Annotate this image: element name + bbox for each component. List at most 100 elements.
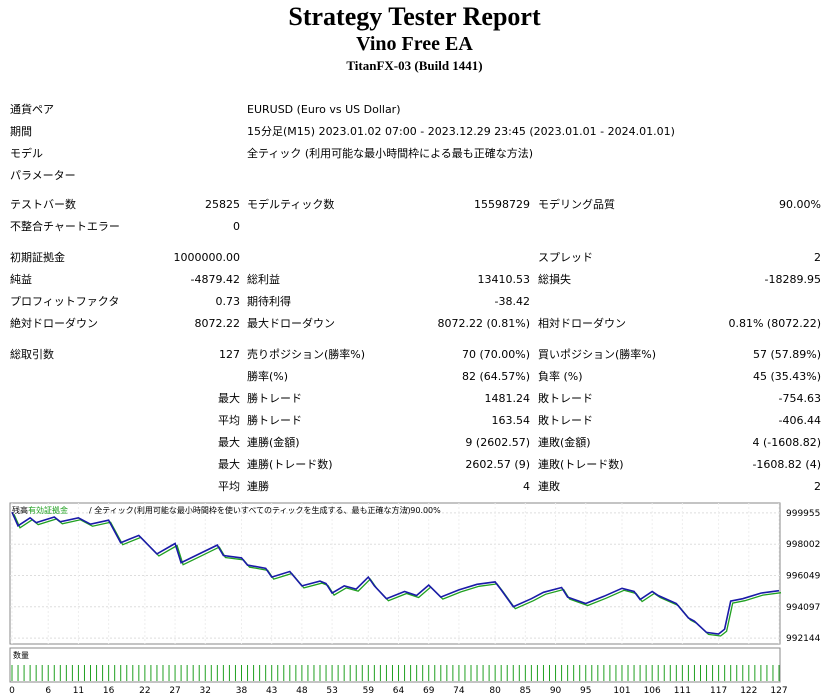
x-tick-label: 95	[580, 686, 591, 696]
ea-name: Vino Free EA	[356, 33, 473, 55]
report-title: Strategy Tester Report	[288, 2, 541, 31]
consec-loss-count-value: -1608.82 (4)	[752, 458, 821, 471]
legend-balance: 残高	[12, 505, 28, 515]
long-value: 57 (57.89%)	[752, 348, 821, 361]
grossloss-value: -18289.95	[764, 273, 821, 286]
absdd-value: 8072.22	[194, 317, 241, 330]
grossloss-label: 総損失	[538, 273, 571, 286]
period-value: 15分足(M15) 2023.01.02 07:00 - 2023.12.29 …	[247, 125, 675, 138]
consec-loss-count-label: 連敗(トレード数)	[538, 458, 624, 471]
x-tick-label: 64	[393, 686, 405, 696]
x-tick-label: 59	[363, 686, 375, 696]
chart-lines	[11, 511, 782, 637]
avg-label-2: 平均	[218, 480, 240, 493]
x-tick-label: 90	[550, 686, 562, 696]
x-ticks: 0 6 11 16 22 27 32 38 43 48 53 59 64 69 74 80 85 90 95 101 1…	[9, 686, 787, 696]
symbol-value: EURUSD (Euro vs US Dollar)	[247, 103, 401, 116]
quality-value: 90.00%	[779, 198, 821, 211]
y-ticks: 999955 998002 996049 994097 992144	[786, 509, 821, 644]
avg-loss-value: -406.44	[778, 414, 821, 427]
model-value: 全ティック (利用可能な最小時間枠による最も正確な方法)	[247, 147, 534, 160]
params-label: パラメーター	[10, 169, 76, 182]
deposit-value: 1000000.00	[173, 251, 240, 264]
avg-loss-label: 敗トレード	[538, 414, 593, 427]
x-tick-label: 117	[710, 686, 727, 696]
main-chart-frame	[9, 502, 781, 645]
consec-wins-money-value: 9 (2602.57)	[465, 436, 530, 449]
grossprofit-label: 総利益	[247, 273, 280, 286]
y-tick-label: 992144	[786, 634, 821, 644]
x-tick-label: 53	[326, 686, 337, 696]
avg-consec-wins-value: 4	[523, 480, 530, 493]
x-tick-label: 6	[45, 686, 51, 696]
expected-value: -38.42	[494, 295, 530, 308]
netprofit-label: 純益	[10, 273, 32, 286]
volume-bars	[11, 665, 780, 681]
x-tick-label: 32	[200, 686, 211, 696]
maxdd-value: 8072.22 (0.81%)	[437, 317, 530, 330]
y-tick-label: 998002	[786, 540, 820, 550]
x-tick-label: 85	[520, 686, 531, 696]
x-tick-label: 38	[236, 686, 248, 696]
avg-win-value: 163.54	[491, 414, 531, 427]
x-tick-label: 11	[73, 686, 84, 696]
lossrate-label: 負率 (%)	[538, 370, 583, 383]
balance-chart: 999955 998002 996049 994097 992144 0 6 11 16 22 2…	[9, 502, 821, 696]
x-tick-label: 48	[296, 686, 308, 696]
grossprofit-value: 13410.53	[477, 273, 531, 286]
x-tick-label: 106	[644, 686, 661, 696]
spread-value: 2	[814, 251, 821, 264]
x-tick-label: 22	[139, 686, 150, 696]
pf-label: プロフィットファクタ	[10, 295, 120, 308]
bars-value: 25825	[205, 198, 240, 211]
consec-wins-count-value: 2602.57 (9)	[465, 458, 530, 471]
legend-model: / 全ティック(利用可能な最小時間枠を使いすべてのティックを生成する、最も正確な…	[89, 505, 411, 515]
x-tick-label: 74	[453, 686, 465, 696]
x-tick-label: 122	[740, 686, 757, 696]
max-label: 最大	[218, 392, 240, 405]
pf-value: 0.73	[215, 295, 241, 308]
x-tick-label: 101	[613, 686, 630, 696]
quality-label: モデリング品質	[538, 198, 615, 211]
expected-label: 期待利得	[247, 295, 291, 308]
spread-label: スプレッド	[538, 251, 593, 264]
legend-quality: / 90.00%	[405, 506, 441, 515]
avg-win-label: 勝トレード	[247, 414, 302, 427]
server-build: TitanFX-03 (Build 1441)	[346, 58, 483, 73]
trades-value: 127	[219, 348, 240, 361]
consec-wins-count-label: 連勝(トレード数)	[247, 458, 333, 471]
absdd-label: 絶対ドローダウン	[10, 317, 98, 330]
avg-label: 平均	[218, 414, 240, 427]
volume-label: 数量	[13, 650, 29, 660]
x-tick-label: 27	[169, 686, 180, 696]
max-label-2: 最大	[218, 436, 240, 449]
x-tick-label: 69	[423, 686, 435, 696]
ticks-label: モデルティック数	[247, 198, 335, 211]
largest-loss-value: -754.63	[778, 392, 821, 405]
legend-equity: 有効証拠金	[28, 505, 68, 515]
lossrate-value: 45 (35.43%)	[752, 370, 821, 383]
netprofit-value: -4879.42	[190, 273, 240, 286]
mismatch-value: 0	[233, 220, 240, 233]
winrate-value: 82 (64.57%)	[461, 370, 530, 383]
maxdd-label: 最大ドローダウン	[247, 317, 335, 330]
deposit-label: 初期証拠金	[10, 251, 65, 264]
reldd-value: 0.81% (8072.22)	[728, 317, 821, 330]
chart-grid	[10, 503, 780, 644]
largest-win-value: 1481.24	[484, 392, 531, 405]
model-label: モデル	[10, 147, 43, 160]
mismatch-label: 不整合チャートエラー	[10, 220, 120, 233]
y-tick-label: 996049	[786, 572, 821, 582]
bars-label: テストバー数	[10, 198, 76, 211]
y-tick-label: 994097	[786, 603, 820, 613]
long-label: 買いポジション(勝率%)	[538, 348, 657, 361]
largest-loss-label: 敗トレード	[538, 392, 593, 405]
trades-label: 総取引数	[10, 348, 54, 361]
largest-win-label: 勝トレード	[247, 392, 302, 405]
avg-consec-loss-label: 連敗	[538, 480, 560, 493]
x-tick-label: 43	[266, 686, 277, 696]
consec-wins-money-label: 連勝(金額)	[247, 436, 300, 449]
short-label: 売りポジション(勝率%)	[247, 348, 366, 361]
x-tick-label: 0	[9, 686, 15, 696]
period-label: 期間	[10, 125, 32, 138]
